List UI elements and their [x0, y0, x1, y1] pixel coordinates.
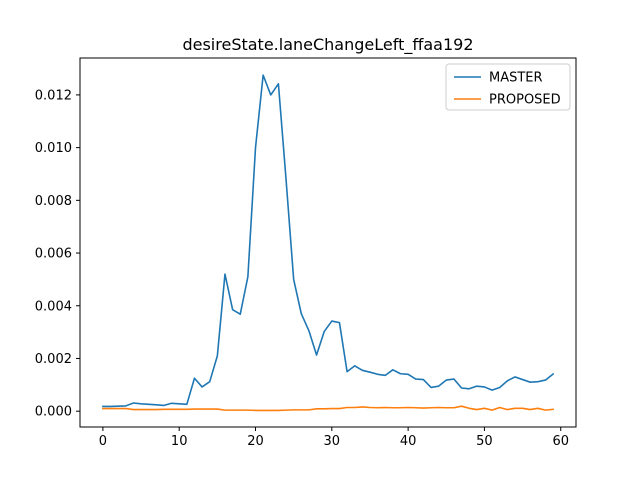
series-line-master [102, 74, 555, 408]
y-tick-label: 0.012 [35, 88, 72, 103]
x-axis: 0 10 20 30 40 50 60 [99, 427, 569, 449]
series-line-proposed [102, 405, 554, 412]
legend-label-master: MASTER [489, 71, 543, 86]
y-tick-label: 0.008 [35, 194, 72, 209]
x-tick-label: 10 [171, 434, 188, 449]
plot-frame [79, 57, 577, 428]
plot-lines [102, 74, 555, 412]
legend-label-proposed: PROPOSED [489, 93, 561, 108]
y-tick-label: 0.010 [35, 141, 72, 156]
legend: MASTER PROPOSED [445, 63, 571, 111]
y-axis: 0.000 0.002 0.004 0.006 0.008 0.010 0.012 [35, 88, 80, 420]
x-tick-label: 40 [400, 434, 417, 449]
x-tick-label: 20 [247, 434, 264, 449]
chart-title: desireState.laneChangeLeft_ffaa192 [182, 35, 473, 55]
y-tick-label: 0.000 [35, 405, 72, 420]
y-tick-label: 0.006 [35, 247, 72, 262]
x-tick-label: 0 [99, 434, 107, 449]
y-tick-label: 0.004 [35, 299, 72, 314]
x-tick-label: 60 [552, 434, 569, 449]
y-tick-label: 0.002 [35, 352, 72, 367]
x-tick-label: 50 [476, 434, 493, 449]
x-tick-label: 30 [324, 434, 341, 449]
